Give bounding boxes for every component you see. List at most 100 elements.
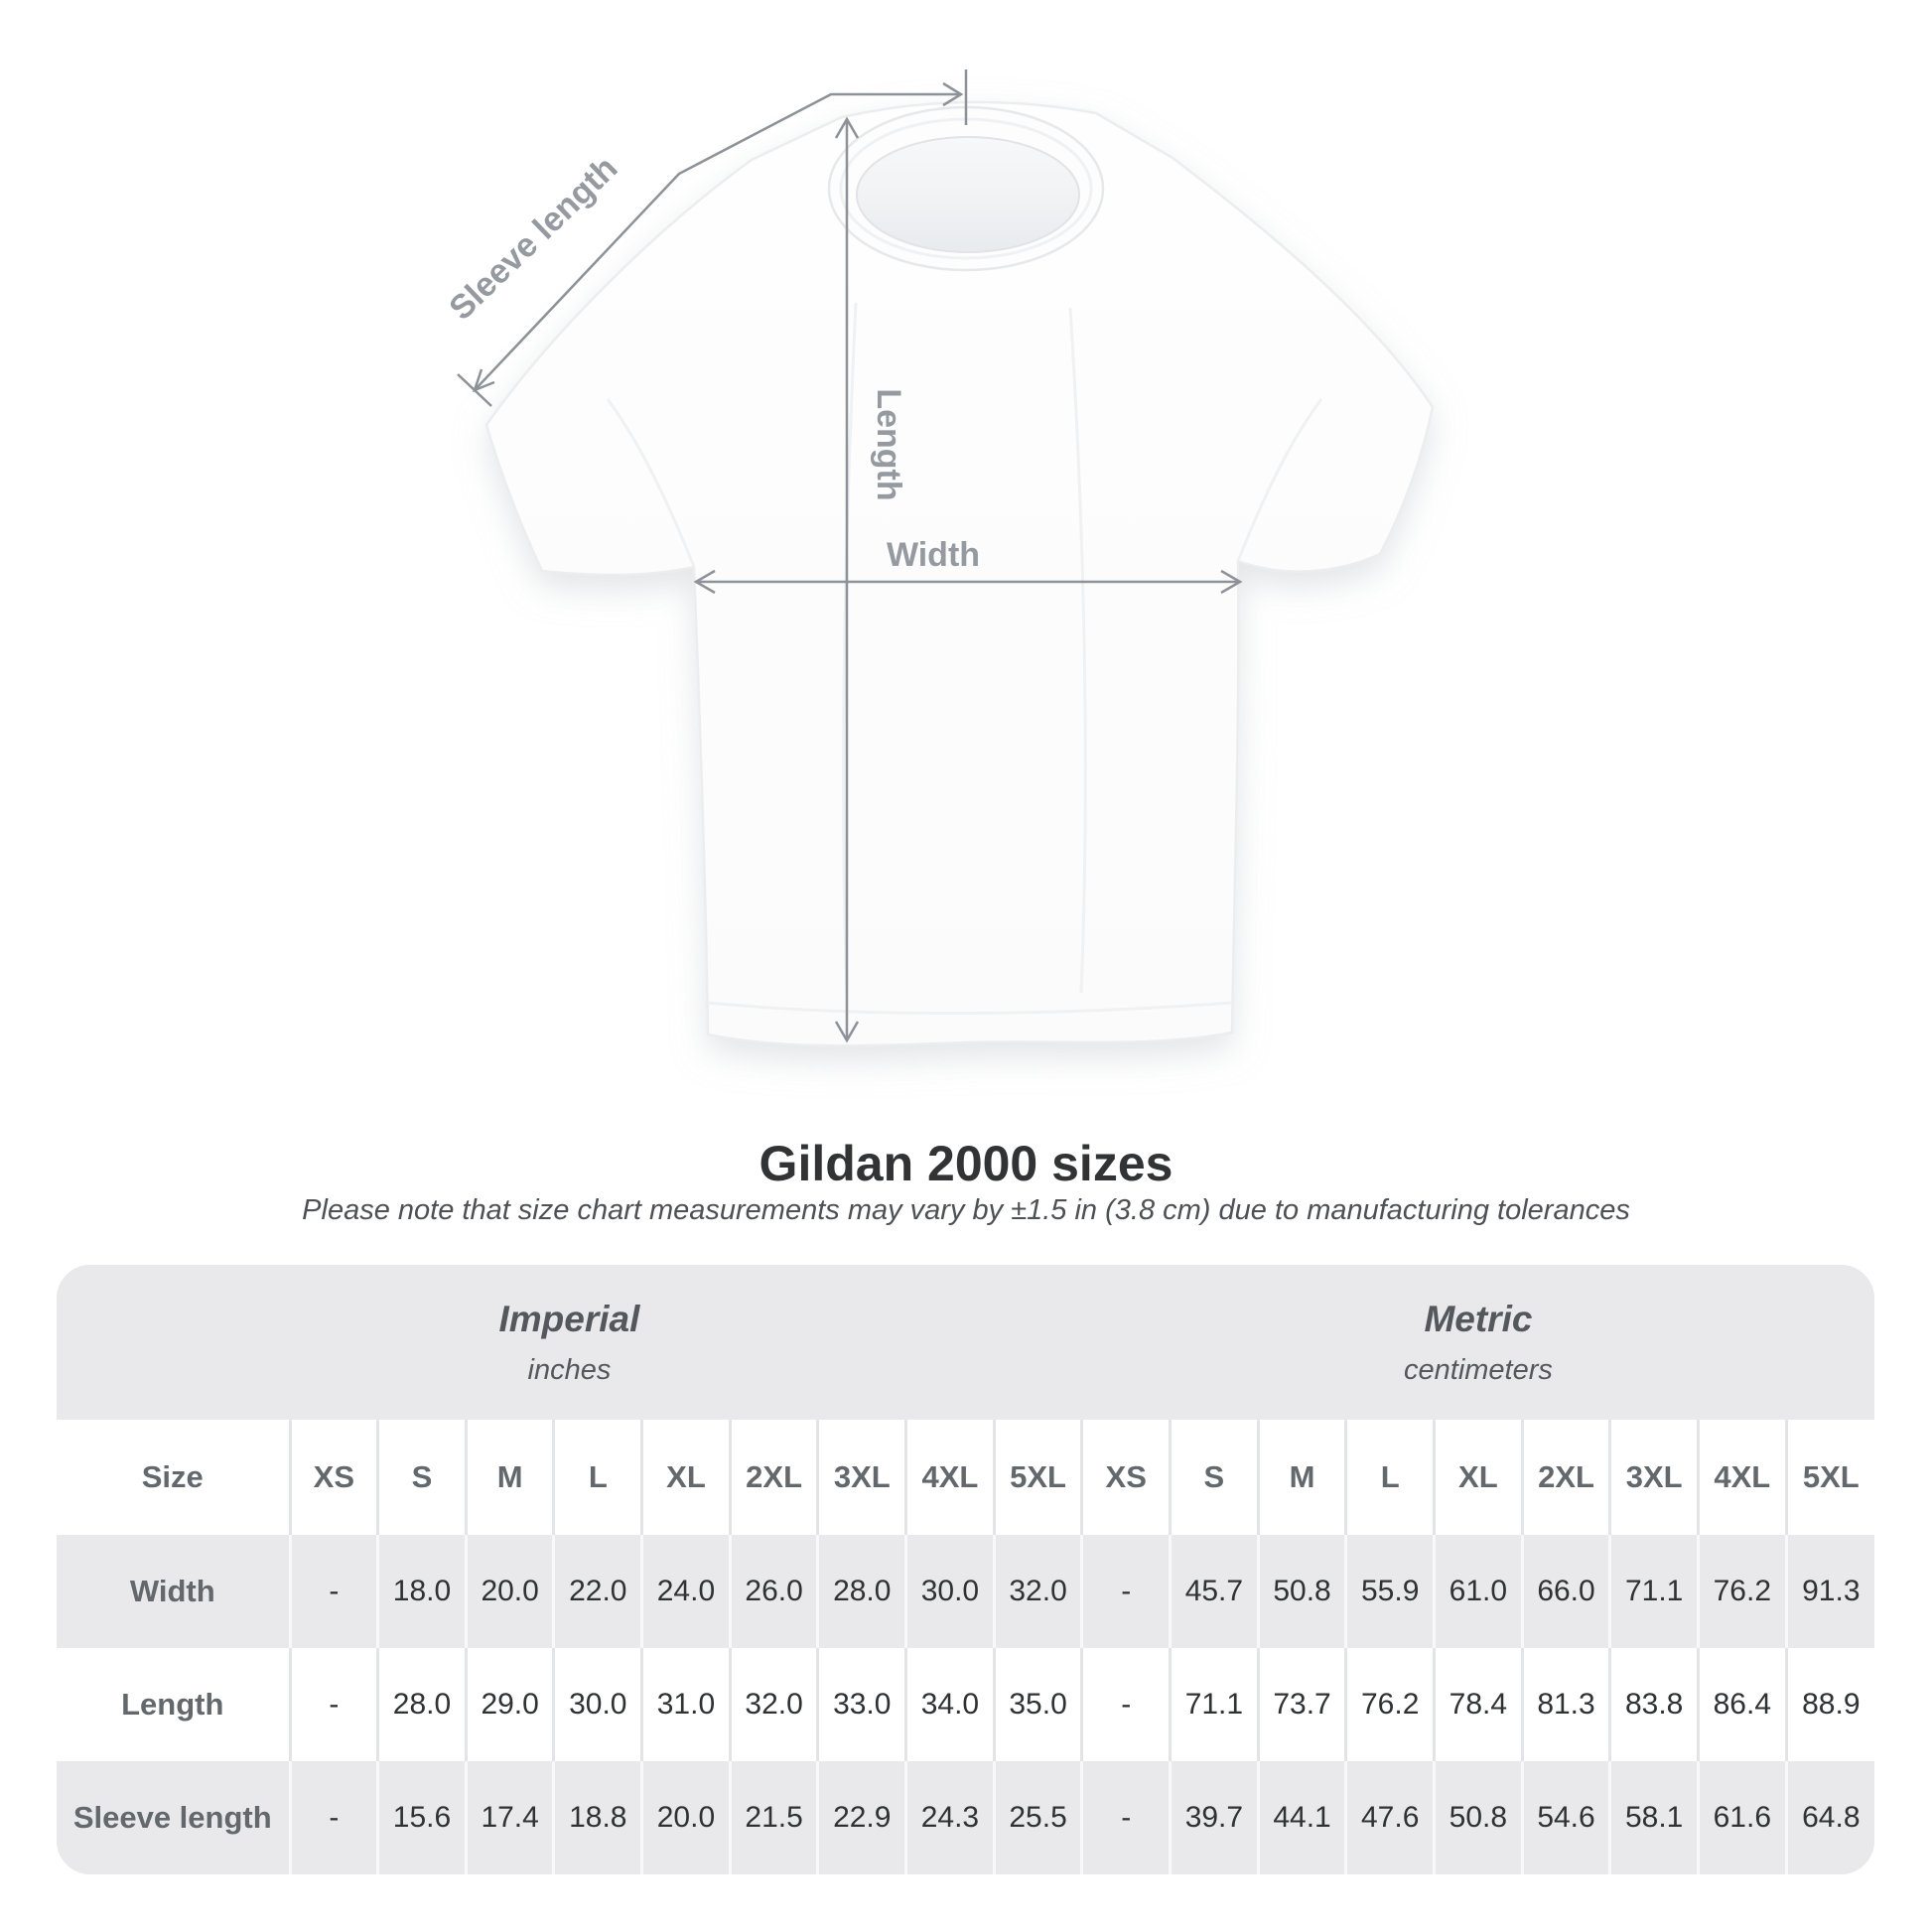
value-cell: - (1080, 1535, 1171, 1648)
value-cell: 17.4 (464, 1761, 554, 1874)
size-col-header: L (1344, 1420, 1435, 1535)
value-cell: 24.0 (640, 1535, 731, 1648)
value-cell: 71.1 (1608, 1535, 1699, 1648)
value-cell: 64.8 (1784, 1761, 1874, 1874)
metric-group-title: Metric (1424, 1298, 1533, 1339)
arrowhead-width-right (1220, 569, 1243, 595)
length-label: Length (870, 388, 907, 500)
unit-group-row: Imperial inches Metric centimeters (57, 1265, 1874, 1420)
value-cell: 50.8 (1256, 1535, 1346, 1648)
metric-group-unit: centimeters (1404, 1353, 1553, 1386)
tshirt-illustration (484, 100, 1435, 1047)
value-cell: 25.5 (992, 1761, 1082, 1874)
value-cell: 71.1 (1169, 1648, 1259, 1761)
value-cell: 78.4 (1433, 1648, 1523, 1761)
value-cell: - (288, 1761, 378, 1874)
value-cell: - (288, 1648, 378, 1761)
value-cell: - (288, 1535, 378, 1648)
tshirt-collar (827, 105, 1105, 272)
arrowhead-collar-end (942, 81, 964, 107)
value-cell: 61.6 (1697, 1761, 1787, 1874)
value-cell: 44.1 (1256, 1761, 1346, 1874)
value-cell: 35.0 (992, 1648, 1082, 1761)
value-cell: 76.2 (1697, 1535, 1787, 1648)
value-cell: 76.2 (1344, 1648, 1435, 1761)
fabric-crease-lines (606, 302, 1323, 1016)
row-label: Length (121, 1687, 224, 1722)
size-col-header: 2XL (1520, 1420, 1610, 1535)
value-cell: 86.4 (1697, 1648, 1787, 1761)
value-cell: 91.3 (1784, 1535, 1874, 1648)
value-cell: 20.0 (464, 1535, 554, 1648)
value-cell: 88.9 (1784, 1648, 1874, 1761)
arrowhead-length-bottom (834, 1021, 860, 1043)
value-cell: - (1080, 1761, 1171, 1874)
table-row-width: Width - 18.0 20.0 22.0 24.0 26.0 28.0 30… (57, 1535, 1874, 1648)
tolerance-note: Please note that size chart measurements… (302, 1194, 1630, 1226)
value-cell: 22.9 (816, 1761, 906, 1874)
imperial-group-title: Imperial (498, 1298, 640, 1339)
value-cell: 47.6 (1344, 1761, 1435, 1874)
value-cell: 30.0 (904, 1535, 995, 1648)
value-cell: 83.8 (1608, 1648, 1699, 1761)
value-cell: 81.3 (1520, 1648, 1610, 1761)
size-col-header: 3XL (816, 1420, 906, 1535)
metric-group-header: Metric centimeters (1081, 1265, 1874, 1420)
value-cell: 61.0 (1433, 1535, 1523, 1648)
size-corner-header: Size (141, 1459, 204, 1494)
arrowhead-width-left (693, 569, 716, 595)
size-col-header: XS (1080, 1420, 1171, 1535)
value-cell: 32.0 (728, 1648, 818, 1761)
value-cell: 21.5 (728, 1761, 818, 1874)
value-cell: 29.0 (464, 1648, 554, 1761)
table-row-sleeve-length: Sleeve length - 15.6 17.4 18.8 20.0 21.5… (57, 1761, 1874, 1874)
value-cell: 39.7 (1169, 1761, 1259, 1874)
row-label: Width (129, 1574, 215, 1608)
size-col-header: S (1169, 1420, 1259, 1535)
table-row-length: Length - 28.0 29.0 30.0 31.0 32.0 33.0 3… (57, 1648, 1874, 1761)
tshirt-measurement-diagram: Sleeve length Length Width (442, 69, 1435, 1047)
size-col-header: XS (288, 1420, 378, 1535)
sleeve-length-dimension-line (457, 69, 968, 407)
value-cell: 24.3 (904, 1761, 995, 1874)
size-col-header: L (552, 1420, 642, 1535)
value-cell: 50.8 (1433, 1761, 1523, 1874)
size-col-header: 4XL (904, 1420, 995, 1535)
value-cell: 73.7 (1256, 1648, 1346, 1761)
value-cell: 34.0 (904, 1648, 995, 1761)
value-cell: 66.0 (1520, 1535, 1610, 1648)
value-cell: - (1080, 1648, 1171, 1761)
value-cell: 28.0 (816, 1535, 906, 1648)
length-dimension-line (834, 116, 860, 1043)
tshirt-body (484, 100, 1435, 1047)
size-col-header: 5XL (1784, 1420, 1874, 1535)
value-cell: 33.0 (816, 1648, 906, 1761)
value-cell: 31.0 (640, 1648, 731, 1761)
size-col-header: M (464, 1420, 554, 1535)
size-chart-table-container: Imperial inches Metric centimeters Size … (57, 1265, 1874, 1874)
imperial-group-unit: inches (527, 1353, 612, 1386)
value-cell: 45.7 (1169, 1535, 1259, 1648)
size-col-header: XL (1433, 1420, 1523, 1535)
size-col-header: 4XL (1697, 1420, 1787, 1535)
size-chart-table: Imperial inches Metric centimeters Size … (57, 1265, 1874, 1874)
imperial-group-header: Imperial inches (57, 1265, 1082, 1420)
value-cell: 18.0 (376, 1535, 467, 1648)
size-col-header: XL (640, 1420, 731, 1535)
value-cell: 22.0 (552, 1535, 642, 1648)
size-col-header: S (376, 1420, 467, 1535)
arrowhead-length-top (834, 116, 860, 139)
value-cell: 54.6 (1520, 1761, 1610, 1874)
page-title: Gildan 2000 sizes (759, 1136, 1173, 1191)
size-col-header: 5XL (992, 1420, 1082, 1535)
value-cell: 58.1 (1608, 1761, 1699, 1874)
width-label: Width (887, 536, 980, 574)
value-cell: 28.0 (376, 1648, 467, 1761)
value-cell: 18.8 (552, 1761, 642, 1874)
row-label: Sleeve length (72, 1800, 272, 1835)
value-cell: 15.6 (376, 1761, 467, 1874)
value-cell: 55.9 (1344, 1535, 1435, 1648)
sleeve-end-tick (457, 373, 492, 407)
dimension-annotations (457, 69, 1243, 1043)
